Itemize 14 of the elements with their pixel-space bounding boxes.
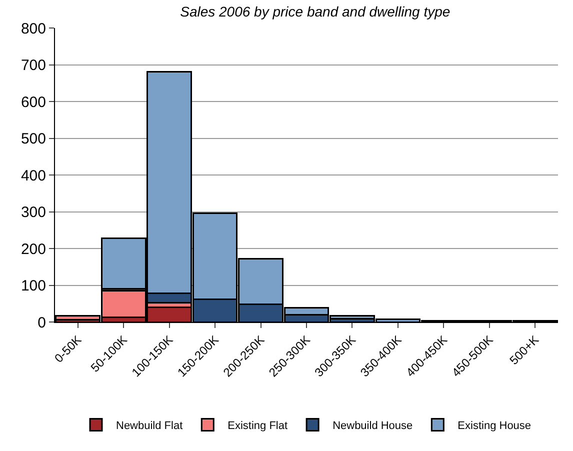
legend-label: Newbuild Flat bbox=[116, 420, 183, 432]
y-tick-label: 100 bbox=[20, 278, 46, 294]
y-tick-label: 0 bbox=[38, 314, 46, 332]
y-tick-label: 500 bbox=[20, 130, 46, 148]
y-tick-label: 800 bbox=[20, 20, 46, 38]
y-tick-label: 600 bbox=[20, 94, 46, 111]
legend-label: Existing House bbox=[458, 420, 532, 432]
legend-label: Newbuild House bbox=[332, 420, 413, 432]
legend-label: Existing Flat bbox=[228, 420, 288, 432]
y-tick-label: 200 bbox=[20, 240, 46, 258]
y-tick-label: 400 bbox=[20, 167, 46, 184]
chart-title: Sales 2006 by price band and dwelling type bbox=[180, 4, 450, 20]
y-tick-label: 300 bbox=[20, 204, 46, 221]
y-tick-label: 700 bbox=[20, 57, 46, 74]
